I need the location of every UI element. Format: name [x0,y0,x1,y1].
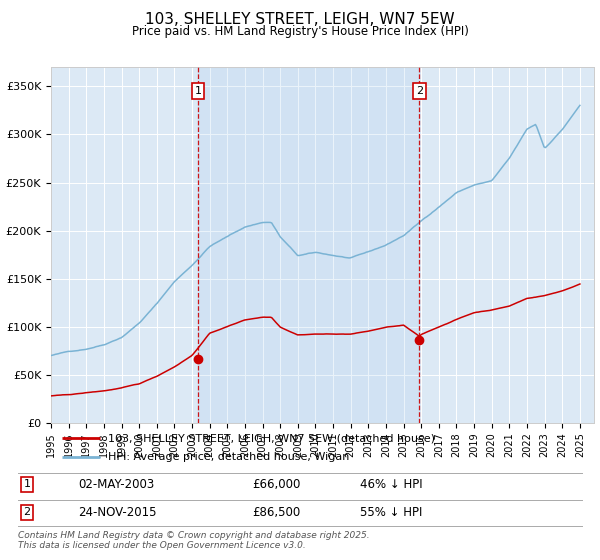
Text: 2: 2 [23,507,31,517]
Text: Price paid vs. HM Land Registry's House Price Index (HPI): Price paid vs. HM Land Registry's House … [131,25,469,38]
Text: 02-MAY-2003: 02-MAY-2003 [78,478,154,491]
Text: £66,000: £66,000 [252,478,301,491]
Text: 46% ↓ HPI: 46% ↓ HPI [360,478,422,491]
Text: 1: 1 [194,86,202,96]
Text: 24-NOV-2015: 24-NOV-2015 [78,506,157,519]
Text: 103, SHELLEY STREET, LEIGH, WN7 5EW (detached house): 103, SHELLEY STREET, LEIGH, WN7 5EW (det… [108,433,435,443]
Bar [198,67,419,423]
Text: HPI: Average price, detached house, Wigan: HPI: Average price, detached house, Wiga… [108,452,349,461]
Text: 103, SHELLEY STREET, LEIGH, WN7 5EW: 103, SHELLEY STREET, LEIGH, WN7 5EW [145,12,455,27]
Text: 55% ↓ HPI: 55% ↓ HPI [360,506,422,519]
Text: Contains HM Land Registry data © Crown copyright and database right 2025.
This d: Contains HM Land Registry data © Crown c… [18,531,370,550]
Text: £86,500: £86,500 [252,506,300,519]
Text: 1: 1 [23,479,31,489]
Text: 2: 2 [416,86,423,96]
